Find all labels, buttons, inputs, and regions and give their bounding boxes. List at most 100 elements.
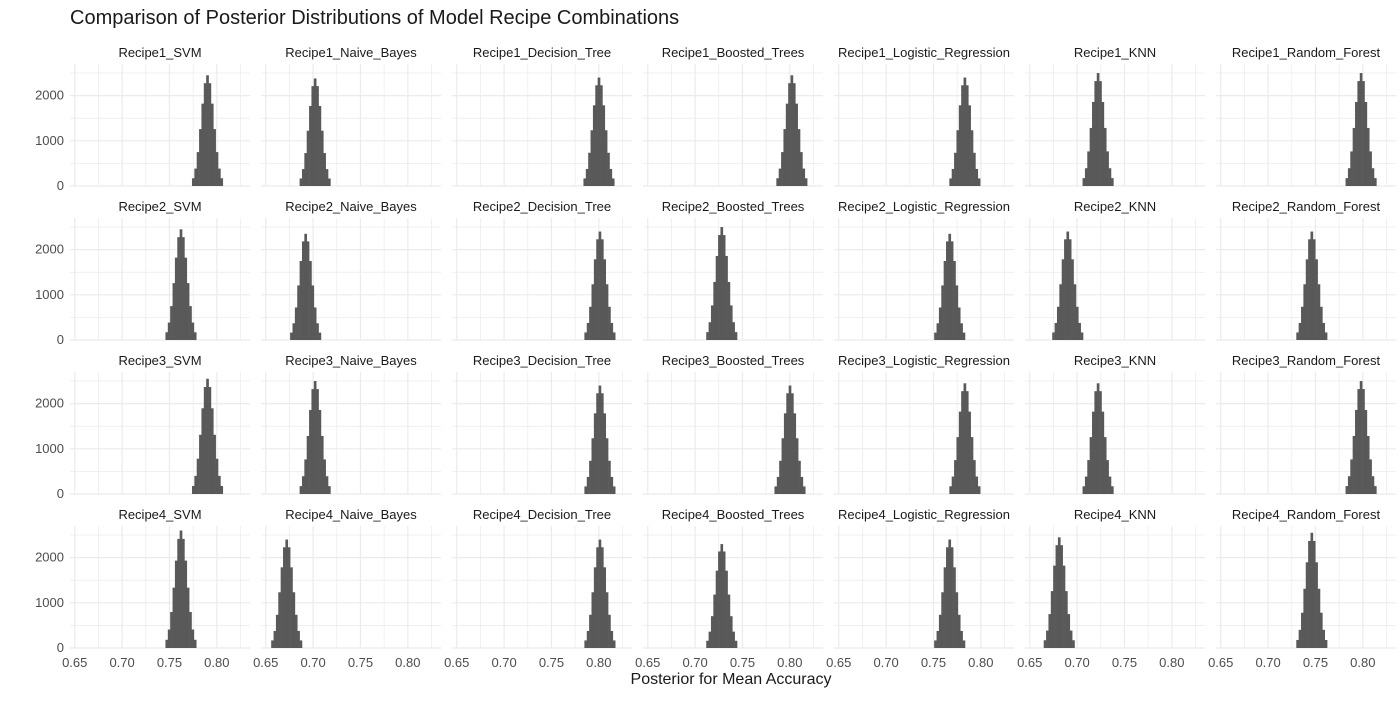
x-tick-label: 0.70 [1064, 655, 1089, 670]
histogram-bar [218, 168, 221, 186]
histogram-bar [934, 332, 937, 340]
histogram-bar [610, 630, 614, 648]
x-tick-label: 0.80 [968, 655, 993, 670]
histogram-bar [203, 83, 207, 186]
x-tick-label: 0.70 [491, 655, 516, 670]
histogram-bar [1301, 306, 1304, 340]
histogram-bar [1048, 614, 1052, 648]
histogram-bar [797, 129, 801, 186]
histogram-bar [309, 106, 312, 186]
histogram-bar [785, 103, 789, 186]
histogram-bar [956, 437, 960, 494]
histogram-bar [608, 460, 611, 494]
histogram-bar [1066, 231, 1070, 340]
histogram-bar [710, 305, 714, 340]
histogram-bar [1296, 332, 1299, 340]
facet-panel: Recipe1_Boosted_Trees [643, 45, 823, 187]
histogram-bar [1092, 101, 1095, 186]
facet-panel: Recipe4_KNN 0.65 0.70 0.75 0.80 [1017, 507, 1205, 670]
histogram-bar [612, 640, 616, 648]
histogram-bar [706, 640, 709, 648]
histogram-bar [1082, 178, 1086, 186]
histogram-bar [311, 285, 315, 340]
histogram-bar [584, 332, 588, 340]
histogram-bar [941, 285, 944, 340]
histogram-bar [608, 306, 611, 340]
histogram-bar [1324, 639, 1328, 648]
facet-label: Recipe2_Boosted_Trees [662, 199, 805, 214]
histogram-bar [304, 233, 308, 340]
facet-label: Recipe4_Naive_Bayes [285, 507, 417, 522]
histogram-bar [609, 168, 613, 186]
histogram-bar [1369, 151, 1372, 186]
histogram-bar [294, 307, 298, 340]
histogram-bar [1312, 239, 1316, 340]
histogram-bar [715, 570, 719, 648]
histogram-bar [1046, 630, 1049, 648]
histogram-bar [1359, 381, 1363, 494]
histogram-bar [325, 169, 329, 186]
histogram-bar [792, 83, 796, 186]
histogram-bar [1322, 322, 1326, 340]
histogram-bar [1315, 259, 1318, 340]
facet-panel: Recipe2_SVM 0 1000 2000 [35, 199, 250, 347]
facet-panel: Recipe2_Logistic_Regression [834, 199, 1014, 341]
histogram-bar [958, 411, 962, 494]
histogram-bar [951, 476, 955, 494]
histogram-bar [1347, 168, 1351, 186]
histogram-bar [1060, 545, 1063, 648]
histogram-bar [311, 86, 315, 186]
y-tick-label: 0 [57, 486, 64, 501]
histogram-bar [1362, 81, 1365, 186]
histogram-bar [603, 567, 607, 648]
histogram-bar [290, 567, 293, 648]
x-tick-label: 0.75 [921, 655, 946, 670]
histogram-bar [1096, 73, 1100, 186]
histogram-bar [179, 530, 183, 648]
histogram-bar [713, 281, 717, 340]
histogram-bar [213, 129, 216, 186]
facet-panel: Recipe3_Random_Forest [1216, 353, 1396, 495]
facet-label: Recipe1_Decision_Tree [473, 45, 611, 60]
histogram-bar [949, 486, 953, 494]
histogram-bar [779, 460, 782, 494]
histogram-bar [1067, 614, 1071, 648]
histogram-bar [1065, 591, 1068, 648]
histogram-bar [278, 592, 281, 648]
histogram-bar [607, 152, 610, 186]
facet-panel: Recipe4_Naive_Bayes 0.65 0.70 0.75 0.80 [253, 507, 441, 670]
histogram-bar [182, 237, 185, 340]
x-tick-label: 0.65 [1017, 655, 1042, 670]
histogram-bar [167, 322, 171, 340]
histogram-bar [598, 539, 602, 648]
histogram-bar [172, 283, 176, 340]
facet-label: Recipe4_KNN [1074, 507, 1156, 522]
histogram-bar [1317, 588, 1321, 648]
histogram-bar [602, 105, 606, 186]
histogram-bar [786, 393, 789, 494]
histogram-bar [301, 169, 305, 186]
histogram-bar [732, 631, 735, 648]
histogram-bar [1301, 612, 1304, 648]
facet-label: Recipe3_Logistic_Regression [838, 353, 1010, 368]
histogram-bar [210, 103, 214, 186]
histogram-bar [583, 178, 587, 186]
histogram-bar [612, 486, 616, 494]
histogram-bar [1350, 151, 1353, 186]
x-tick-label: 0.70 [1255, 655, 1280, 670]
histogram-bar [953, 261, 956, 340]
histogram-bar [597, 77, 601, 186]
y-tick-label: 1000 [35, 287, 64, 302]
histogram-bar [1345, 178, 1349, 186]
x-tick-label: 0.75 [1303, 655, 1328, 670]
histogram-bar [584, 640, 588, 648]
histogram-bar [311, 389, 315, 494]
histogram-bar [1355, 101, 1358, 186]
histogram-bar [729, 616, 733, 648]
histogram-bar [783, 129, 787, 186]
histogram-bar [201, 103, 205, 186]
histogram-bar [1068, 239, 1072, 340]
histogram-bar [776, 178, 780, 186]
histogram-bar [943, 567, 947, 648]
x-tick-label: 0.80 [1350, 655, 1375, 670]
